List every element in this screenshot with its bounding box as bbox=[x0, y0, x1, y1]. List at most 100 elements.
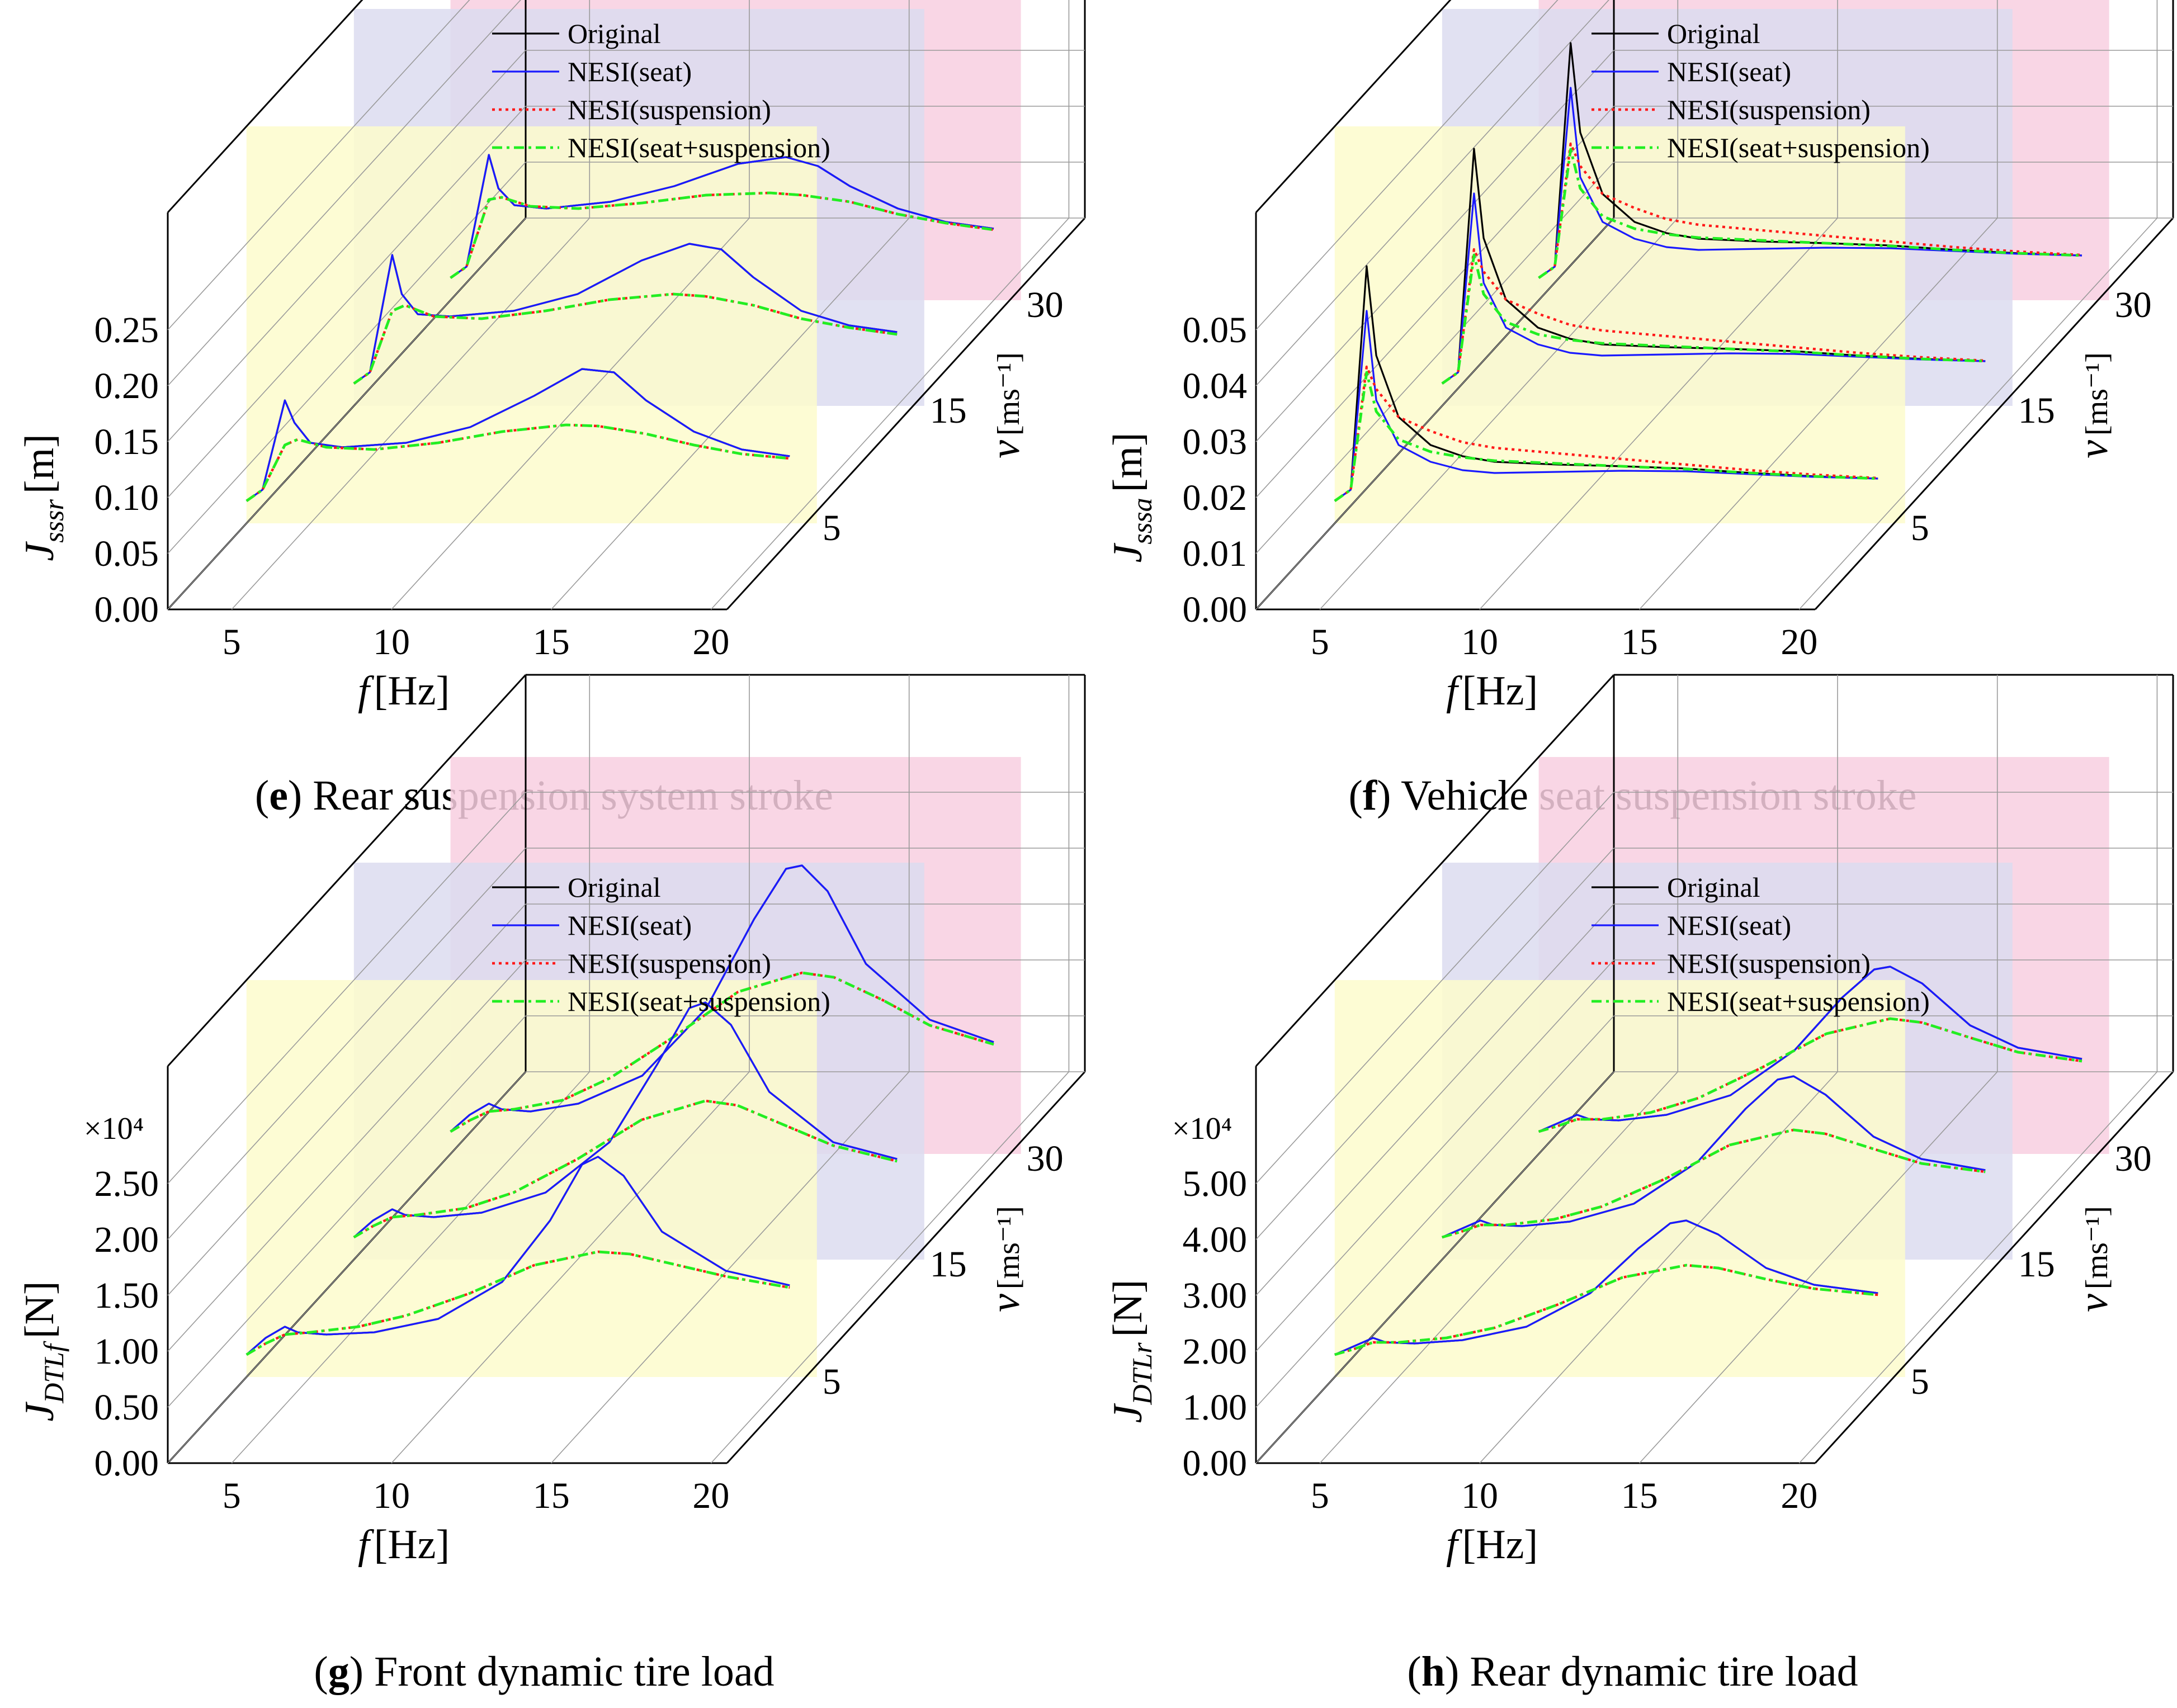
legend-label-seat-g: NESI(seat) bbox=[568, 910, 692, 941]
x-tick-label-20-f: 20 bbox=[1781, 622, 1817, 663]
curve-seat-v5-g bbox=[245, 1156, 790, 1356]
legend-label-original-h: Original bbox=[1667, 872, 1760, 903]
side-grid-y1-e bbox=[167, 162, 526, 554]
v-axis-title-g: v [ms⁻¹] bbox=[983, 1206, 1028, 1312]
x-tick-label-15-g: 15 bbox=[533, 1475, 570, 1516]
y-tick-label-3-g: 1.50 bbox=[95, 1275, 159, 1316]
y-axis-title-e: Jsssr [m] bbox=[17, 434, 69, 561]
v-tick-label-5-f: 5 bbox=[1911, 508, 1929, 548]
curve-seat-v30-e bbox=[450, 154, 994, 279]
curve-seat-v5-e bbox=[245, 368, 790, 502]
v-tick-label-5-h: 5 bbox=[1911, 1361, 1929, 1402]
floor-grid-f10-e bbox=[391, 217, 750, 610]
v-axis-title-f: v [ms⁻¹] bbox=[2071, 352, 2117, 458]
curve-suspension-v30-f bbox=[1538, 142, 2082, 279]
v-tick-label-15-f: 15 bbox=[2018, 390, 2055, 431]
x-axis-title-unit-h: [Hz] bbox=[1462, 1522, 1538, 1568]
x-axis-title-g: f [Hz] bbox=[358, 1522, 450, 1568]
top-left-edge-e bbox=[167, 0, 363, 214]
caption-g-letter: g bbox=[328, 1648, 350, 1695]
x-axis-title-e: f [Hz] bbox=[358, 668, 450, 714]
y-axis-title-f: Jsssa [m] bbox=[1105, 432, 1158, 562]
side-grid-y1-h bbox=[1255, 1015, 1614, 1408]
y-tick-label-0-e: 0.00 bbox=[95, 589, 159, 630]
v-axis-title-main-g: v bbox=[983, 1294, 1028, 1312]
y-axis-title-main-f: J bbox=[1105, 543, 1151, 563]
floor-grid-f10-f bbox=[1479, 217, 1838, 610]
y-tick-label-0-h: 0.00 bbox=[1183, 1443, 1248, 1484]
legend-label-seat-e: NESI(seat) bbox=[568, 56, 692, 87]
v-tick-label-30-f: 30 bbox=[2115, 285, 2152, 325]
side-grid-y3-h bbox=[1255, 903, 1614, 1296]
legend-label-seat-suspension-g: NESI(seat+suspension) bbox=[568, 986, 830, 1017]
v-axis-title-e: v [ms⁻¹] bbox=[983, 352, 1028, 458]
x-tick-label-20-h: 20 bbox=[1781, 1475, 1817, 1516]
legend-label-original-e: Original bbox=[568, 18, 661, 49]
side-grid-y0-f bbox=[1255, 217, 1614, 610]
side-grid-y5-f bbox=[1255, 0, 1559, 330]
y-tick-label-2-g: 1.00 bbox=[95, 1331, 159, 1372]
x-axis-title-f: f [Hz] bbox=[1446, 668, 1538, 714]
floor-grid-f5-h bbox=[1319, 1071, 1678, 1464]
x-tick-label-20-e: 20 bbox=[692, 622, 729, 663]
curve-suspension-v30-g bbox=[450, 971, 994, 1133]
side-grid-y3-f bbox=[1255, 50, 1614, 442]
side-grid-y2-e bbox=[167, 106, 526, 498]
v-tick-label-15-e: 15 bbox=[930, 390, 967, 431]
x-tick-label-5-h: 5 bbox=[1311, 1475, 1329, 1516]
chart-e-plot: 0.00 0.05 0.10 0.15 0.20 0.25 5 10 15 20 5 15 30 f [Hz… bbox=[17, 0, 1086, 714]
legend-label-seat-f: NESI(seat) bbox=[1667, 56, 1791, 87]
y-tick-label-1-e: 0.05 bbox=[95, 533, 159, 574]
floor-grid-f20-f bbox=[1798, 217, 2158, 610]
x-tick-label-5-f: 5 bbox=[1311, 622, 1329, 663]
legend-label-seat-suspension-f: NESI(seat+suspension) bbox=[1667, 132, 1930, 163]
curve-suspension-v5-g bbox=[245, 1250, 790, 1356]
v-tick-label-15-g: 15 bbox=[930, 1244, 967, 1285]
curve-suspension-v5-h bbox=[1334, 1264, 1878, 1356]
legend-label-suspension-e: NESI(suspension) bbox=[568, 94, 771, 125]
panel-h: 0.00 1.00 2.00 3.00 4.00 5.00 5 10 15 20 5 15 30 f [Hz… bbox=[1088, 674, 2177, 1708]
y-axis-title-sub-h: DTLr bbox=[1126, 1342, 1158, 1406]
x-axis-title-main-g: f bbox=[358, 1522, 375, 1568]
side-grid-y4-g bbox=[167, 848, 526, 1240]
slab-e-5 bbox=[246, 126, 817, 523]
chart-f-plot: 0.00 0.01 0.02 0.03 0.04 0.05 5 10 15 20 5 15 30 f [Hz… bbox=[1105, 0, 2174, 714]
y-tick-label-3-f: 0.03 bbox=[1183, 422, 1248, 462]
legend-label-suspension-h: NESI(suspension) bbox=[1667, 948, 1871, 979]
v-axis-title-unit-f: [ms⁻¹] bbox=[2080, 352, 2114, 436]
curve-seat-v15-g bbox=[353, 1001, 898, 1238]
slab-f-5 bbox=[1334, 126, 1905, 523]
slab-h-5 bbox=[1334, 980, 1905, 1377]
v-tick-label-5-e: 5 bbox=[823, 508, 841, 548]
x-axis-title-unit-g: [Hz] bbox=[374, 1522, 450, 1568]
x-axis-title-main-f: f bbox=[1446, 668, 1463, 714]
y-tick-label-3-h: 3.00 bbox=[1183, 1275, 1248, 1316]
x-tick-label-10-f: 10 bbox=[1461, 622, 1498, 663]
top-left-edge-f bbox=[1255, 0, 1452, 214]
y-tick-label-5-e: 0.25 bbox=[95, 310, 159, 351]
x-axis-title-main-h: f bbox=[1446, 1522, 1463, 1568]
caption-h-letter: h bbox=[1421, 1648, 1445, 1695]
x-tick-label-5-g: 5 bbox=[223, 1475, 241, 1516]
v-tick-label-30-h: 30 bbox=[2115, 1138, 2152, 1179]
v-axis-title-unit-e: [ms⁻¹] bbox=[991, 352, 1026, 436]
curve-seat-suspension-v15-e bbox=[353, 292, 898, 385]
chart-g-plot: 0.00 0.50 1.00 1.50 2.00 2.50 5 10 15 20 5 15 30 f [Hz… bbox=[17, 674, 1086, 1568]
x-axis-title-unit-f: [Hz] bbox=[1462, 668, 1538, 714]
y-axis-title-unit-f: [m] bbox=[1105, 432, 1151, 492]
floor-grid-f5-e bbox=[231, 217, 590, 610]
y-tick-label-0-f: 0.00 bbox=[1183, 589, 1248, 630]
floor-grid-f15-g bbox=[551, 1071, 910, 1464]
side-grid-y5-e bbox=[167, 0, 470, 330]
y-axis-title-sub-f: sssa bbox=[1126, 498, 1158, 544]
side-grid-y2-g bbox=[167, 959, 526, 1352]
y-tick-label-4-e: 0.20 bbox=[95, 366, 159, 406]
y-tick-label-1-h: 1.00 bbox=[1183, 1387, 1248, 1428]
v-axis-f bbox=[1814, 217, 2174, 611]
floor-grid-f5-g bbox=[231, 1071, 590, 1464]
curve-seat-suspension-v15-g bbox=[353, 1099, 898, 1239]
top-left-edge-h bbox=[1255, 674, 1615, 1067]
v-axis-e bbox=[726, 217, 1086, 611]
